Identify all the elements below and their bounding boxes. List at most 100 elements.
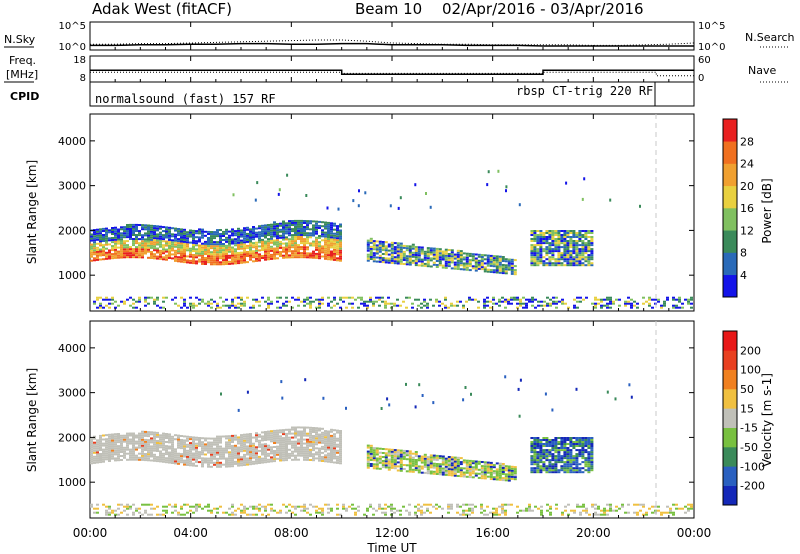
range-cell [282,302,285,305]
range-cell [123,302,126,305]
range-cell [551,240,555,242]
range-cell [123,230,126,233]
range-cell [618,304,621,307]
range-cell [234,250,237,253]
range-cell [387,452,391,455]
range-cell [156,505,159,508]
range-cell [333,441,336,444]
range-cell [530,437,534,439]
range-cell [114,248,117,251]
range-cell [213,441,216,444]
range-cell [372,260,376,263]
range-cell [249,240,252,243]
range-cell [159,239,162,242]
range-cell [138,434,141,437]
range-cell [252,254,255,257]
range-cell [575,439,579,441]
range-cell [507,300,510,303]
range-cell [204,234,207,237]
range-cell [243,302,246,305]
range-cell [666,505,669,508]
range-cell [153,459,156,462]
range-cell [306,434,309,437]
range-cell [207,304,210,307]
range-cell [369,249,373,252]
range-cell [453,472,457,475]
range-cell [489,463,493,466]
range-cell [150,431,153,434]
range-cell [572,232,576,234]
range-cell [234,448,237,451]
range-cell [177,442,180,445]
range-cell [387,302,390,305]
range-cell [303,456,306,459]
range-cell [474,261,478,264]
range-cell [578,455,582,458]
colorbar-segment [723,185,737,209]
range-cell [300,448,303,451]
range-cell [530,230,534,232]
range-cell [153,449,156,452]
range-cell [575,459,579,462]
range-cell [219,229,222,231]
range-cell [102,250,105,253]
range-cell [483,298,486,301]
range-cell [408,513,411,516]
range-cell [258,460,261,462]
range-cell [117,240,120,243]
range-cell [590,258,594,261]
range-cell [381,296,384,299]
range-cell [441,302,444,305]
range-cell [231,262,234,265]
range-cell [309,220,312,223]
range-cell [545,471,549,474]
range-cell [501,300,504,303]
range-cell [542,463,546,466]
range-cell [186,445,189,448]
range-cell [432,464,436,467]
range-cell [444,298,447,301]
range-cell [249,445,252,448]
range-cell [324,241,327,244]
range-cell [105,247,108,250]
range-cell [123,440,126,443]
range-cell [168,451,171,454]
range-cell [279,236,282,239]
range-cell [366,304,369,307]
range-cell [533,459,537,462]
range-cell [563,230,567,232]
range-cell [186,437,189,440]
range-cell [306,456,309,459]
range-cell [138,242,141,245]
range-cell [548,453,552,456]
range-cell [423,262,427,265]
range-cell [372,457,376,460]
range-cell [300,432,303,435]
range-cell [267,302,270,305]
range-cell [195,444,198,447]
range-cell [267,250,270,253]
range-cell [294,434,297,437]
range-cell [630,304,633,307]
range-cell [315,505,318,508]
range-cell [566,467,570,470]
range-cell [243,237,246,240]
range-cell [429,460,433,463]
range-cell [333,449,336,452]
range-cell [572,234,576,236]
range-cell [138,456,141,459]
range-cell [366,462,370,465]
range-cell [312,441,315,444]
range-cell [90,450,93,453]
range-cell [348,302,351,305]
range-cell [162,436,165,439]
range-cell [264,226,267,229]
range-cell [231,234,234,237]
range-cell [566,262,570,265]
range-cell [264,254,267,257]
range-cell [369,237,373,240]
range-cell [180,250,183,253]
range-cell [603,513,606,516]
range-cell [563,469,567,472]
range-cell [548,260,552,263]
